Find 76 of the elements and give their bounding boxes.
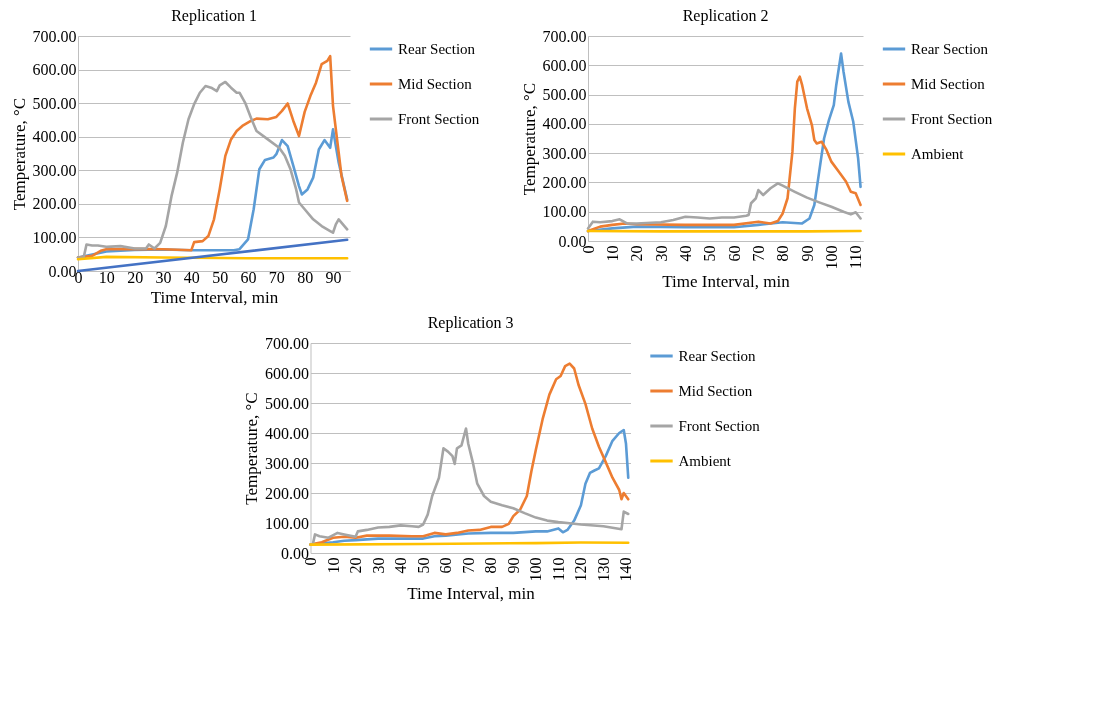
x-tick-label: 60 [437,557,455,574]
x-tick-label: 70 [268,268,285,286]
x-tick-label: 30 [369,557,387,574]
y-tick-label: 700.00 [32,27,77,45]
x-axis-title: Time Interval, min [407,583,536,603]
y-tick-label: 700.00 [542,27,587,45]
y-tick-label: 400.00 [265,424,309,442]
x-tick-label: 20 [347,557,365,574]
x-tick-label: 30 [652,245,670,262]
y-tick-label: 100.00 [265,514,309,532]
x-tick-label: 20 [628,245,646,262]
y-tick-label: 300.00 [542,144,587,162]
x-tick-label: 140 [617,557,635,582]
x-tick-label: 50 [701,245,719,262]
legend-label: Rear Section [678,348,757,364]
x-tick-label: 80 [774,245,792,262]
legend-label: Mid Section [398,76,473,92]
chart-title: Replication 1 [171,7,257,25]
y-axis-title: Temperature, °C [519,82,539,196]
x-tick-label: 100 [527,557,545,582]
x-tick-label: 80 [482,557,500,574]
y-tick-label: 600.00 [32,61,77,79]
x-tick-label: 60 [725,245,743,262]
chart-title: Replication 2 [682,7,769,25]
y-tick-label: 100.00 [32,228,77,246]
legend-label: Front Section [398,111,480,127]
legend-label: Front Section [678,418,761,434]
x-tick-label: 100 [822,245,840,270]
x-tick-label: 90 [325,268,342,286]
y-axis-title: Temperature, °C [9,97,29,211]
x-tick-label: 50 [414,557,432,574]
line-series [586,182,862,230]
y-tick-label: 300.00 [32,161,77,179]
x-tick-label: 10 [98,268,115,286]
x-tick-label: 90 [504,557,522,574]
x-tick-label: 50 [212,268,229,286]
x-axis-title: Time Interval, min [150,287,279,307]
x-tick-label: 130 [594,557,612,582]
legend-label: Rear Section [398,41,476,57]
legend-label: Rear Section [911,41,989,57]
x-tick-label: 120 [572,557,590,582]
x-tick-label: 110 [549,557,567,581]
y-tick-label: 200.00 [32,195,77,213]
y-tick-label: 600.00 [265,364,309,382]
y-tick-label: 400.00 [32,128,77,146]
x-tick-label: 40 [183,268,200,286]
legend-label: Mid Section [911,76,986,92]
y-tick-label: 300.00 [265,454,309,472]
y-tick-label: 600.00 [542,56,587,74]
x-tick-label: 70 [459,557,477,574]
legend-label: Mid Section [678,383,753,399]
y-tick-label: 400.00 [542,115,587,133]
y-tick-label: 200.00 [265,484,309,502]
x-tick-label: 60 [240,268,257,286]
y-axis-title: Temperature, °C [242,392,261,505]
x-tick-label: 30 [155,268,172,286]
legend-label: Ambient [911,146,965,162]
y-tick-label: 200.00 [542,173,587,191]
x-tick-label: 70 [749,245,767,262]
x-axis-title: Time Interval, min [662,271,791,291]
y-tick-label: 700.00 [265,334,309,352]
y-tick-label: 500.00 [265,394,309,412]
x-tick-label: 110 [847,245,865,269]
x-tick-label: 80 [297,268,314,286]
x-tick-label: 20 [127,268,144,286]
y-tick-label: 100.00 [542,203,587,221]
x-tick-label: 40 [676,245,694,262]
x-tick-label: 10 [324,557,342,574]
y-tick-label: 500.00 [32,94,77,112]
x-tick-label: 40 [392,557,410,574]
legend-label: Ambient [678,453,732,469]
legend-label: Front Section [911,111,993,127]
x-tick-label: 90 [798,245,816,262]
y-tick-label: 500.00 [542,86,587,104]
x-tick-label: 10 [603,245,621,262]
chart-title: Replication 3 [427,314,514,332]
